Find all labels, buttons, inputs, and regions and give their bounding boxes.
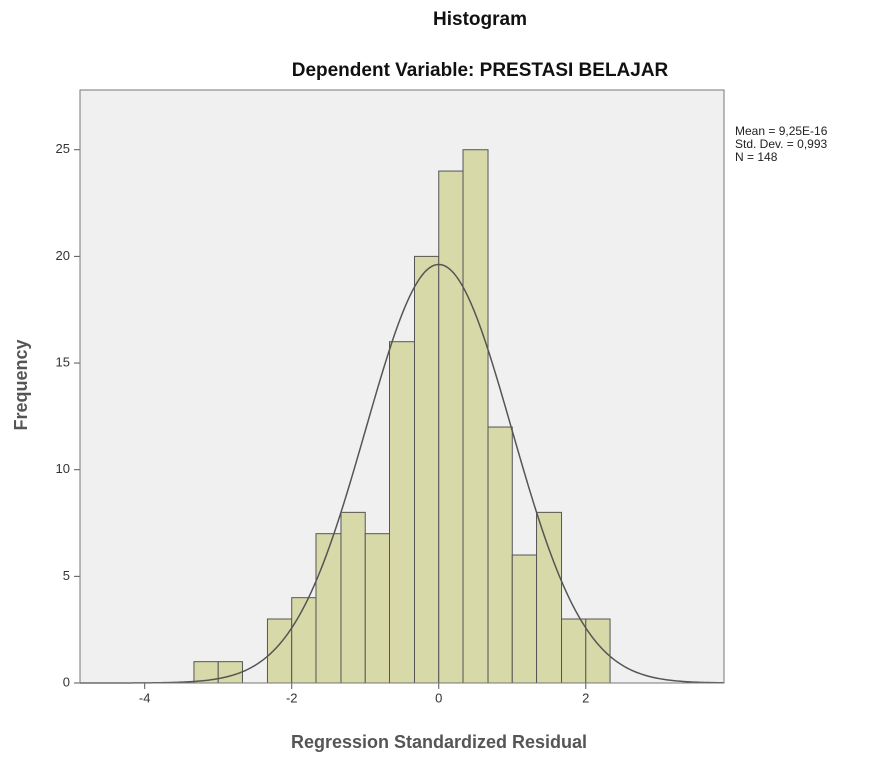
bar — [315, 533, 342, 684]
bar — [511, 554, 538, 684]
y-tick-label: 10 — [56, 461, 70, 476]
bar — [266, 618, 293, 684]
chart-subtitle: Dependent Variable: PRESTASI BELAJAR — [292, 60, 669, 81]
stat-label: Std. Dev. = 0,993 — [735, 137, 827, 151]
x-axis-label: Regression Standardized Residual — [291, 732, 587, 752]
y-tick-label: 5 — [63, 568, 70, 583]
y-axis-label: Frequency — [11, 339, 31, 430]
bar — [438, 170, 464, 684]
bar — [291, 597, 317, 684]
bar — [389, 341, 415, 684]
y-tick-label: 20 — [56, 248, 70, 263]
x-tick-label: 2 — [582, 690, 589, 705]
stat-label: N = 148 — [735, 150, 778, 164]
bar — [487, 426, 513, 684]
bar — [536, 511, 563, 684]
bar — [413, 255, 440, 684]
normal-curve — [80, 263, 725, 684]
x-tick-label: -4 — [139, 690, 151, 705]
bar — [561, 618, 587, 684]
bar — [585, 618, 611, 684]
bar — [364, 533, 391, 684]
bar — [462, 149, 489, 684]
x-tick-label: -2 — [286, 690, 298, 705]
plot-border — [79, 89, 725, 684]
y-tick-label: 25 — [56, 141, 70, 156]
stat-label: Mean = 9,25E-16 — [735, 124, 828, 138]
chart-title: Histogram — [433, 9, 527, 30]
y-tick-label: 15 — [56, 354, 70, 369]
y-tick-label: 0 — [63, 674, 70, 689]
bar — [340, 511, 366, 684]
bar — [217, 661, 243, 684]
x-tick-label: 0 — [435, 690, 442, 705]
